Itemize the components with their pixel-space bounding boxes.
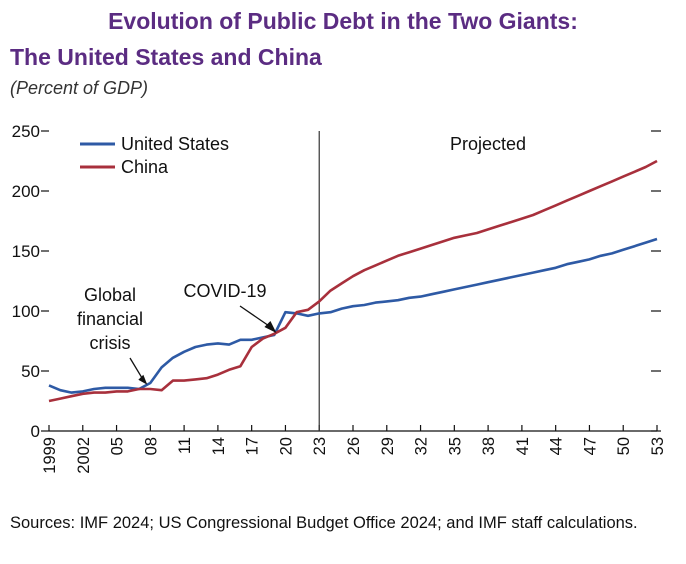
x-tick-label: 50 [615, 437, 633, 455]
y-tick-label: 250 [12, 122, 40, 141]
series-line-china [48, 159, 658, 403]
x-tick-label: 14 [210, 437, 228, 455]
x-tick-label: 47 [581, 437, 599, 455]
x-tick-label: 2002 [75, 437, 93, 474]
series-lines [48, 159, 658, 403]
projected-label: Projected [450, 134, 526, 154]
axis-ticks: 0 50 100 150 200 250 1999 2002 05 08 11 14 17 20 23 26 2… [12, 122, 667, 474]
x-tick-label: 44 [548, 437, 566, 455]
chart-title-line2: The United States and China [10, 44, 322, 70]
x-tick-label: 53 [649, 437, 667, 455]
x-tick-label: 17 [244, 437, 262, 455]
x-tick-label: 08 [142, 437, 160, 455]
annotation-gfc: financial [77, 309, 143, 329]
annotations: Projected Global financial crisis COVID-19 [77, 134, 526, 385]
x-tick-label: 23 [311, 437, 329, 455]
annotation-covid-arrowhead [264, 321, 277, 333]
x-tick-label: 41 [514, 437, 532, 455]
x-tick-label: 11 [176, 437, 194, 454]
x-tick-label: 35 [446, 437, 464, 455]
legend-label: China [121, 157, 169, 177]
series-line-united-states [48, 237, 658, 394]
x-tick-label: 29 [379, 437, 397, 455]
x-tick-label: 20 [277, 437, 295, 455]
y-tick-label: 100 [12, 302, 40, 321]
y-tick-label: 0 [31, 422, 40, 441]
x-tick-label: 38 [480, 437, 498, 455]
x-tick-label: 05 [109, 437, 127, 455]
source-note: Sources: IMF 2024; US Congressional Budg… [10, 514, 638, 532]
chart-title-line1: Evolution of Public Debt in the Two Gian… [108, 8, 578, 34]
line-chart: 0 50 100 150 200 250 1999 2002 05 08 11 14 17 20 23 26 2… [12, 122, 667, 474]
annotation-gfc: Global [84, 285, 136, 305]
y-tick-label: 200 [12, 182, 40, 201]
x-tick-label: 1999 [41, 437, 59, 474]
x-tick-label: 32 [413, 437, 431, 455]
chart-subtitle: (Percent of GDP) [10, 78, 149, 98]
legend-label: United States [121, 134, 229, 154]
legend: United States China [80, 134, 229, 177]
annotation-gfc: crisis [90, 333, 131, 353]
annotation-covid: COVID-19 [183, 281, 266, 301]
annotation-gfc-arrowhead [138, 374, 148, 385]
y-tick-label: 150 [12, 242, 40, 261]
x-tick-label: 26 [345, 437, 363, 455]
y-tick-label: 50 [21, 362, 40, 381]
